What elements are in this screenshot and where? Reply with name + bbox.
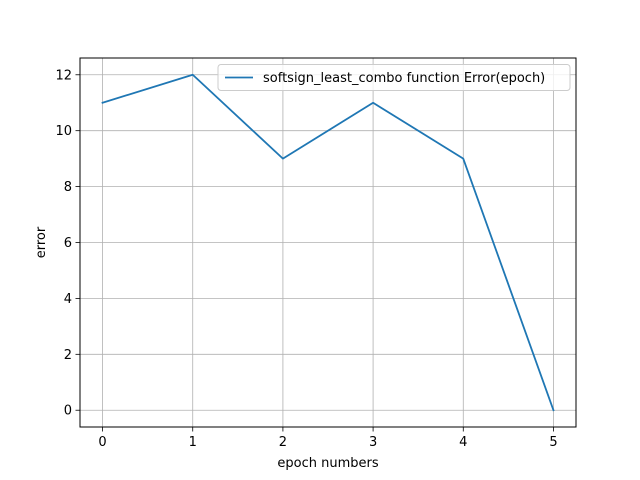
y-tick-label: 12 xyxy=(55,68,72,83)
x-tick-label: 4 xyxy=(459,435,467,450)
series-layer xyxy=(101,73,555,412)
y-tick-label: 0 xyxy=(64,404,72,419)
x-tick-label: 2 xyxy=(279,435,287,450)
x-axis-label: epoch numbers xyxy=(277,456,378,471)
y-tick-label: 4 xyxy=(64,292,72,307)
x-tick-label: 5 xyxy=(549,435,557,450)
x-tick-label: 3 xyxy=(369,435,377,450)
y-tick-label: 2 xyxy=(64,348,72,363)
y-axis-ticks: 0 2 4 6 8 10 12 xyxy=(55,68,80,419)
legend-label: softsign_least_combo function Error(epoc… xyxy=(263,71,545,86)
legend-box xyxy=(217,64,571,91)
y-tick-label: 8 xyxy=(64,180,72,195)
legend: softsign_least_combo function Error(epoc… xyxy=(217,64,571,91)
y-tick-label: 10 xyxy=(55,124,72,139)
x-axis-ticks: 0 1 2 3 4 5 xyxy=(98,427,558,450)
x-tick-label: 1 xyxy=(189,435,197,450)
y-tick-label: 6 xyxy=(64,236,72,251)
y-axis-label: error xyxy=(34,226,49,258)
series-line xyxy=(101,73,555,412)
x-tick-label: 0 xyxy=(98,435,106,450)
